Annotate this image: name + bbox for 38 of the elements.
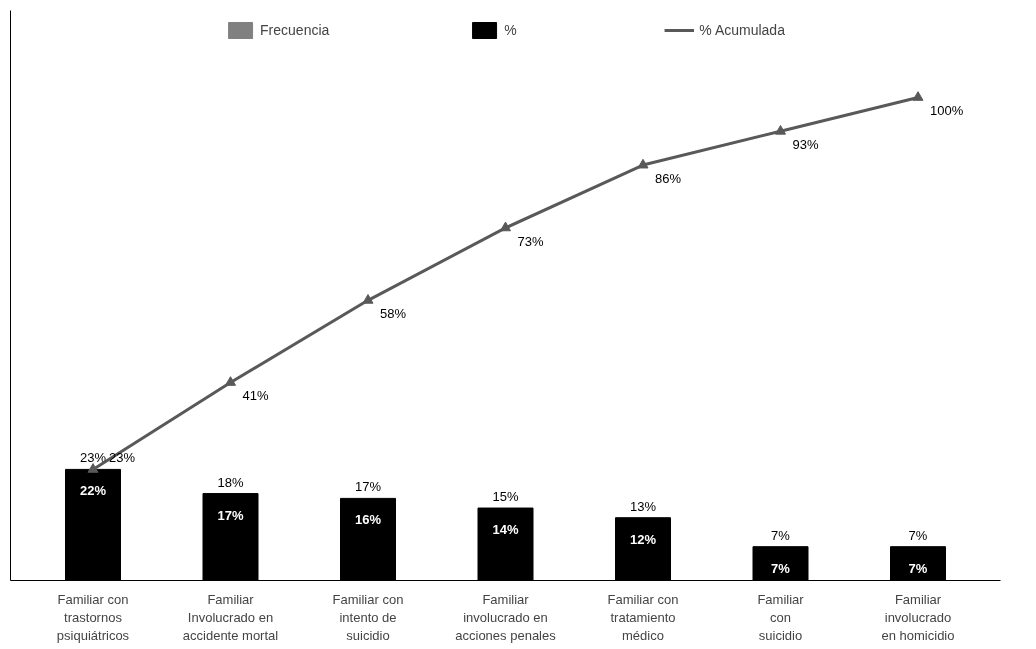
annotation: 17%: [217, 507, 244, 523]
data-label: 13%: [629, 498, 657, 514]
x-tick-label: Familiar con suicidio: [757, 591, 805, 643]
data-label: 23%: [109, 450, 136, 466]
data-label: 86%: [655, 171, 682, 187]
data-label: 17%: [354, 479, 382, 495]
legend-label: % Acumulada: [699, 22, 785, 38]
data-label: 15%: [492, 489, 519, 505]
x-tick-label: Familiar involucrado en homicidio: [881, 591, 955, 643]
data-label: 41%: [242, 388, 269, 404]
legend-label: %: [504, 22, 518, 38]
annotation: 7%: [771, 560, 791, 576]
point: [225, 376, 236, 386]
data-label: 7%: [771, 527, 791, 543]
annotation: 14%: [492, 522, 519, 538]
data-label: 7%: [908, 527, 928, 543]
point: [912, 91, 924, 101]
point: [775, 124, 786, 135]
x-tick-label: Familiar con intento de suicidio: [332, 591, 404, 643]
annotation: 22%: [79, 483, 107, 499]
data-label: 58%: [380, 306, 407, 322]
point: [637, 158, 649, 169]
data-label: 100%: [930, 103, 964, 119]
x-tick-label: Familiar con tratamiento médico: [607, 591, 679, 643]
point: [87, 463, 99, 473]
annotation: 7%: [908, 560, 928, 576]
x-tick-label: Familiar con trastornos psiquiátricos: [56, 591, 130, 643]
legend-label: Frecuencia: [260, 22, 330, 38]
x-tick-label: Familiar involucrado en acciones penales: [455, 591, 557, 643]
data-label: 23%: [79, 450, 107, 466]
data-label: 73%: [517, 233, 544, 249]
point: [500, 221, 511, 232]
x-tick-label: Familiar Involucrado en accidente mortal: [182, 591, 279, 643]
point: [362, 294, 374, 304]
data-label: 93%: [792, 137, 819, 153]
annotation: 12%: [629, 531, 657, 547]
annotation: 16%: [354, 512, 382, 528]
data-label: 18%: [217, 474, 244, 490]
